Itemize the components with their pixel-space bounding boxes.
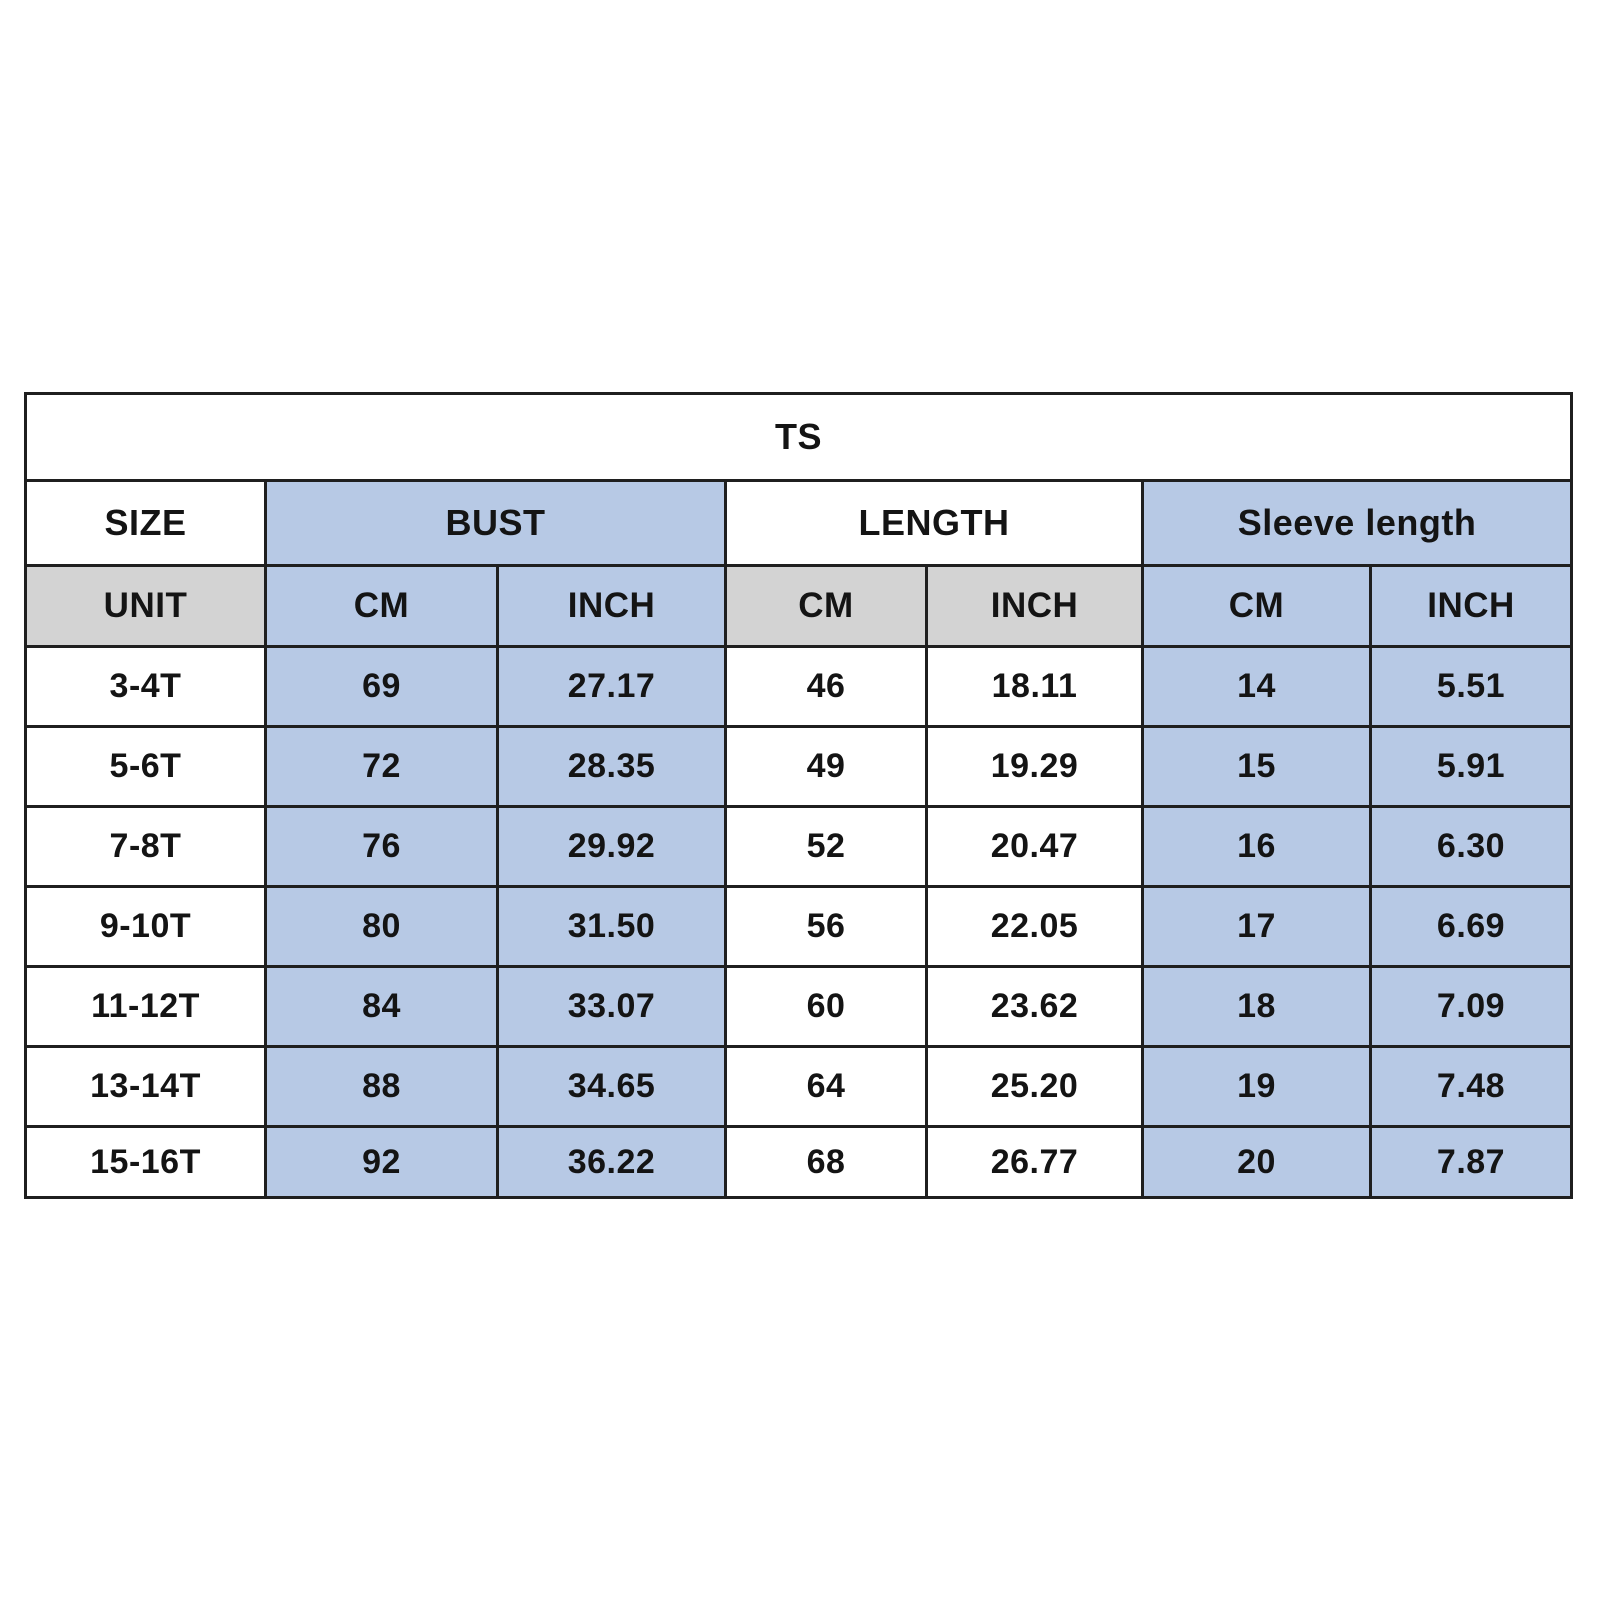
sleeve-inch-cell: 5.91: [1368, 725, 1574, 808]
sleeve-cm-cell: 14: [1141, 645, 1372, 728]
title-row: TS: [23, 392, 1574, 482]
bust-cm-cell: 92: [264, 1125, 499, 1199]
unit-bust-inch: INCH: [496, 564, 727, 648]
table-row-7-8t: 7-8T 76 29.92 52 20.47 16 6.30: [24, 805, 1574, 888]
bust-inch-cell: 36.22: [496, 1125, 727, 1199]
size-cell: 15-16T: [24, 1125, 267, 1199]
unit-label: UNIT: [24, 564, 267, 648]
bust-inch-cell: 33.07: [496, 965, 727, 1048]
sleeve-cm-cell: 15: [1141, 725, 1372, 808]
length-cm-cell: 49: [724, 725, 928, 808]
sleeve-cm-cell: 19: [1141, 1045, 1372, 1128]
unit-row: UNIT CM INCH CM INCH CM INCH: [24, 564, 1574, 648]
sleeve-inch-cell: 6.69: [1368, 885, 1574, 968]
header-sleeve-length: Sleeve length: [1140, 479, 1574, 567]
chart-title: TS: [23, 392, 1574, 482]
table-row-5-6t: 5-6T 72 28.35 49 19.29 15 5.91: [24, 725, 1574, 808]
bust-inch-cell: 29.92: [496, 805, 727, 888]
length-cm-cell: 60: [724, 965, 928, 1048]
table-row-3-4t: 3-4T 69 27.17 46 18.11 14 5.51: [24, 645, 1574, 728]
table-row-11-12t: 11-12T 84 33.07 60 23.62 18 7.09: [24, 965, 1574, 1048]
sleeve-cm-cell: 18: [1141, 965, 1372, 1048]
length-inch-cell: 19.29: [925, 725, 1144, 808]
sleeve-cm-cell: 20: [1141, 1125, 1372, 1199]
bust-inch-cell: 28.35: [496, 725, 727, 808]
size-cell: 5-6T: [24, 725, 267, 808]
unit-length-cm: CM: [724, 564, 928, 648]
size-cell: 9-10T: [24, 885, 267, 968]
sleeve-inch-cell: 7.87: [1368, 1125, 1574, 1199]
length-cm-cell: 52: [724, 805, 928, 888]
table-row-9-10t: 9-10T 80 31.50 56 22.05 17 6.69: [24, 885, 1574, 968]
sleeve-inch-cell: 6.30: [1368, 805, 1574, 888]
size-cell: 7-8T: [24, 805, 267, 888]
bust-inch-cell: 27.17: [496, 645, 727, 728]
sleeve-cm-cell: 16: [1141, 805, 1372, 888]
header-length: LENGTH: [724, 479, 1144, 567]
bust-cm-cell: 76: [264, 805, 499, 888]
sleeve-inch-cell: 7.48: [1368, 1045, 1574, 1128]
bust-cm-cell: 80: [264, 885, 499, 968]
table-row-15-16t: 15-16T 92 36.22 68 26.77 20 7.87: [24, 1125, 1574, 1199]
length-inch-cell: 20.47: [925, 805, 1144, 888]
size-cell: 3-4T: [24, 645, 267, 728]
bust-cm-cell: 84: [264, 965, 499, 1048]
sleeve-cm-cell: 17: [1141, 885, 1372, 968]
table-row-13-14t: 13-14T 88 34.65 64 25.20 19 7.48: [24, 1045, 1574, 1128]
sleeve-inch-cell: 7.09: [1368, 965, 1574, 1048]
sleeve-inch-cell: 5.51: [1368, 645, 1574, 728]
length-inch-cell: 23.62: [925, 965, 1144, 1048]
length-cm-cell: 46: [724, 645, 928, 728]
bust-inch-cell: 34.65: [496, 1045, 727, 1128]
size-cell: 13-14T: [24, 1045, 267, 1128]
bust-cm-cell: 69: [264, 645, 499, 728]
size-chart-container: TS SIZE BUST LENGTH Sleeve length UNIT C…: [23, 392, 1574, 1199]
length-inch-cell: 25.20: [925, 1045, 1144, 1128]
length-inch-cell: 26.77: [925, 1125, 1144, 1199]
unit-sleeve-cm: CM: [1141, 564, 1372, 648]
length-inch-cell: 22.05: [925, 885, 1144, 968]
bust-inch-cell: 31.50: [496, 885, 727, 968]
length-cm-cell: 68: [724, 1125, 928, 1199]
unit-sleeve-inch: INCH: [1368, 564, 1574, 648]
unit-bust-cm: CM: [264, 564, 499, 648]
bust-cm-cell: 72: [264, 725, 499, 808]
length-cm-cell: 64: [724, 1045, 928, 1128]
header-size: SIZE: [24, 479, 267, 567]
size-cell: 11-12T: [24, 965, 267, 1048]
length-cm-cell: 56: [724, 885, 928, 968]
header-row: SIZE BUST LENGTH Sleeve length: [24, 479, 1574, 567]
bust-cm-cell: 88: [264, 1045, 499, 1128]
size-chart-table: TS SIZE BUST LENGTH Sleeve length UNIT C…: [23, 392, 1574, 1199]
header-bust: BUST: [264, 479, 727, 567]
length-inch-cell: 18.11: [925, 645, 1144, 728]
unit-length-inch: INCH: [925, 564, 1144, 648]
